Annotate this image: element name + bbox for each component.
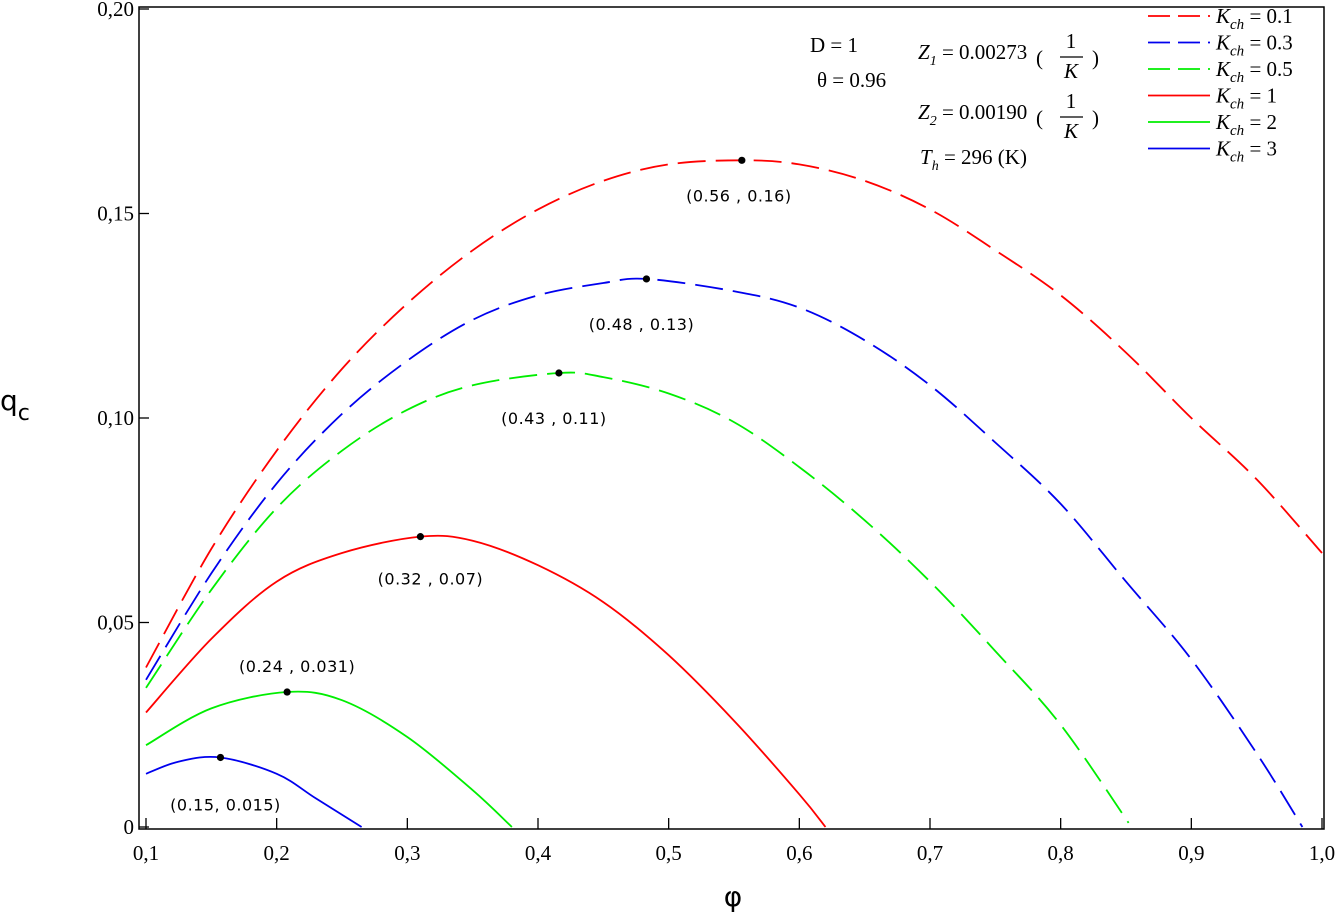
peak-label: (0.15, 0.015) bbox=[170, 795, 281, 814]
x-tick-label: 1,0 bbox=[1309, 841, 1335, 865]
parameters: D = 1 θ = 0.96 Z1 = 0.00273 ( 1 K ) Z2 =… bbox=[810, 29, 1099, 174]
y-tick-label: 0,15 bbox=[97, 202, 134, 226]
series-line bbox=[145, 534, 827, 828]
z2-frac-den: K bbox=[1063, 119, 1079, 143]
y-tick-label: 0,10 bbox=[97, 406, 134, 430]
series-line bbox=[145, 755, 363, 828]
z2-frac-num: 1 bbox=[1066, 89, 1077, 113]
plot-frame bbox=[138, 6, 1325, 830]
peak-label: (0.48 , 0.13) bbox=[589, 315, 695, 334]
x-axis-title: φ bbox=[724, 880, 742, 913]
x-tick-label: 0,3 bbox=[394, 841, 420, 865]
z1-frac-den: K bbox=[1063, 59, 1079, 83]
z1-frac-num: 1 bbox=[1066, 29, 1077, 53]
y-tick-label: 0,20 bbox=[97, 0, 134, 21]
svg-text:(: ( bbox=[1036, 106, 1043, 130]
peak-point bbox=[555, 369, 563, 377]
x-tick-label: 0,8 bbox=[1048, 841, 1074, 865]
peak-markers: (0.56 , 0.16) (0.48 , 0.13) (0.43 , 0.11) (… bbox=[170, 156, 792, 814]
legend-entry: Kch = 1 bbox=[1215, 84, 1277, 113]
param-d: D = 1 bbox=[810, 33, 858, 57]
peak-point bbox=[283, 688, 291, 696]
x-tick-label: 0,2 bbox=[264, 841, 290, 865]
peak-point bbox=[216, 753, 225, 762]
axes: 0,1 0,2 0,3 0,4 0,5 0,6 0,7 0,8 0,9 1,0 0 0,05 0,10 0… bbox=[97, 0, 1335, 865]
x-tick-label: 0,7 bbox=[917, 841, 943, 865]
peak-label: (0.24 , 0.031) bbox=[239, 657, 355, 676]
param-z1: Z1 = 0.00273 bbox=[918, 40, 1027, 69]
x-tick-label: 0,1 bbox=[133, 841, 159, 865]
x-tick-label: 0,5 bbox=[656, 841, 682, 865]
peak-label: (0.56 , 0.16) bbox=[686, 186, 792, 205]
param-theta: θ = 0.96 bbox=[817, 68, 886, 92]
peak-point bbox=[642, 275, 651, 283]
series-line bbox=[145, 690, 513, 828]
series-line bbox=[145, 371, 1130, 824]
legend-entry: Kch = 0.3 bbox=[1215, 31, 1293, 60]
series-line bbox=[145, 277, 1304, 828]
x-tick-label: 0,4 bbox=[525, 841, 552, 865]
param-z1-fraction: ( 1 K ) bbox=[1036, 29, 1099, 83]
x-tick-label: 0,9 bbox=[1178, 841, 1204, 865]
legend-entry: Kch = 3 bbox=[1215, 137, 1277, 166]
peak-label: (0.32 , 0.07) bbox=[378, 570, 484, 589]
param-th: Th = 296 (K) bbox=[920, 145, 1027, 174]
y-axis-title: qc bbox=[0, 384, 30, 426]
peak-point bbox=[416, 533, 424, 541]
peak-point bbox=[738, 156, 746, 164]
legend-entry: Kch = 2 bbox=[1215, 110, 1277, 139]
y-tick-label: 0 bbox=[124, 815, 135, 839]
legend-entry: Kch = 0.1 bbox=[1215, 4, 1293, 33]
param-z2-fraction: ( 1 K ) bbox=[1036, 89, 1099, 143]
series-line bbox=[145, 159, 1323, 668]
svg-text:): ) bbox=[1092, 106, 1099, 130]
param-z2: Z2 = 0.00190 bbox=[918, 100, 1027, 129]
y-tick-label: 0,05 bbox=[97, 611, 134, 635]
svg-text:(: ( bbox=[1036, 46, 1043, 70]
legend-entry: Kch = 0.5 bbox=[1215, 57, 1293, 86]
curves bbox=[145, 159, 1323, 828]
x-tick-label: 0,6 bbox=[786, 841, 812, 865]
svg-text:): ) bbox=[1092, 46, 1099, 70]
peak-label: (0.43 , 0.11) bbox=[501, 409, 607, 428]
